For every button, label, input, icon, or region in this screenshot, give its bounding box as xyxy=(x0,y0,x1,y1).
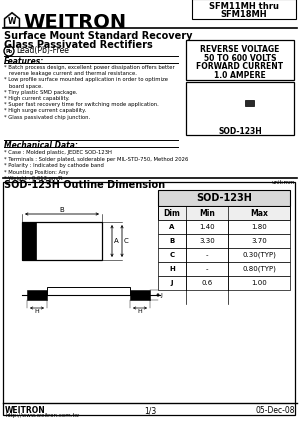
Text: SOD-123H: SOD-123H xyxy=(196,193,252,203)
Bar xyxy=(130,290,150,300)
Bar xyxy=(192,0,296,19)
Bar xyxy=(186,40,294,80)
Text: Mechanical Data:: Mechanical Data: xyxy=(4,141,78,150)
Bar xyxy=(158,206,290,220)
Text: W: W xyxy=(8,17,16,26)
Polygon shape xyxy=(4,12,20,28)
Text: * Terminals : Solder plated, solderable per MIL-STD-750, Method 2026: * Terminals : Solder plated, solderable … xyxy=(4,156,188,162)
Bar xyxy=(3,182,295,415)
Text: 05-Dec-08: 05-Dec-08 xyxy=(256,406,295,415)
Text: A: A xyxy=(114,238,119,244)
Text: 1.0 AMPERE: 1.0 AMPERE xyxy=(214,71,266,79)
Text: SFM11MH thru: SFM11MH thru xyxy=(209,2,279,11)
Text: * Mounting Position: Any: * Mounting Position: Any xyxy=(4,170,69,175)
Text: 0.80(TYP): 0.80(TYP) xyxy=(242,266,276,272)
Text: * Case : Molded plastic, JEDEC SOD-123H: * Case : Molded plastic, JEDEC SOD-123H xyxy=(4,150,112,155)
Text: 3.30: 3.30 xyxy=(199,238,215,244)
Bar xyxy=(158,276,290,290)
Text: Surface Mount Standard Recovery: Surface Mount Standard Recovery xyxy=(4,31,193,41)
Text: * Low profile surface mounted application in order to optimize: * Low profile surface mounted applicatio… xyxy=(4,77,168,82)
Text: Max: Max xyxy=(250,209,268,218)
Text: * Tiny plastic SMD package.: * Tiny plastic SMD package. xyxy=(4,90,77,95)
Text: FORWARD CURRENT: FORWARD CURRENT xyxy=(196,62,284,71)
Text: * Polarity : Indicated by cathode band: * Polarity : Indicated by cathode band xyxy=(4,163,104,168)
Text: -: - xyxy=(206,266,208,272)
Text: H: H xyxy=(138,309,142,314)
Text: board space.: board space. xyxy=(4,84,43,88)
Text: H: H xyxy=(169,266,175,272)
Text: Min: Min xyxy=(199,209,215,218)
Text: Glass Passivated Rectifiers: Glass Passivated Rectifiers xyxy=(4,40,153,50)
Text: 1.00: 1.00 xyxy=(251,280,267,286)
Text: WEITRON: WEITRON xyxy=(23,13,126,32)
Text: C: C xyxy=(169,252,175,258)
Text: 1/3: 1/3 xyxy=(144,406,156,415)
Bar xyxy=(158,234,290,248)
Text: * High surge current capability.: * High surge current capability. xyxy=(4,108,86,113)
Text: http://www.weitron.com.tw: http://www.weitron.com.tw xyxy=(5,413,79,418)
Text: J: J xyxy=(160,292,162,298)
Bar xyxy=(27,290,47,300)
Text: C: C xyxy=(124,238,129,244)
Text: J: J xyxy=(171,280,173,286)
Text: SOD-123H Outline Dimension: SOD-123H Outline Dimension xyxy=(4,180,165,190)
Text: SOD-123H: SOD-123H xyxy=(218,127,262,136)
Bar xyxy=(47,287,130,295)
Bar xyxy=(245,100,254,106)
Bar xyxy=(186,82,294,135)
Text: 50 TO 600 VOLTS: 50 TO 600 VOLTS xyxy=(204,54,276,62)
Text: * Super fast recovery time for switching mode application.: * Super fast recovery time for switching… xyxy=(4,102,159,107)
Text: WEITRON: WEITRON xyxy=(5,406,46,415)
Bar xyxy=(158,262,290,276)
Text: SFM18MH: SFM18MH xyxy=(221,10,267,19)
Text: reverse leakage current and thermal resistance.: reverse leakage current and thermal resi… xyxy=(4,71,137,76)
Bar xyxy=(158,220,290,234)
Text: 0.6: 0.6 xyxy=(201,280,213,286)
Text: B: B xyxy=(60,207,64,213)
Bar xyxy=(22,222,102,260)
Text: 1.80: 1.80 xyxy=(251,224,267,230)
Text: 1.40: 1.40 xyxy=(199,224,215,230)
Text: * Batch process design, excellent power dissipation offers better: * Batch process design, excellent power … xyxy=(4,65,175,70)
Bar xyxy=(158,190,290,206)
Bar xyxy=(22,222,36,260)
Polygon shape xyxy=(5,14,19,26)
Text: B: B xyxy=(169,238,175,244)
Text: Features:: Features: xyxy=(4,57,44,66)
Text: * Glass passivated chip junction.: * Glass passivated chip junction. xyxy=(4,115,90,119)
Text: * Weight : 0.013 gm/R: * Weight : 0.013 gm/R xyxy=(4,176,62,181)
Text: Pb: Pb xyxy=(5,48,13,54)
Text: H: H xyxy=(34,309,39,314)
Bar xyxy=(158,248,290,262)
Text: * High current capability.: * High current capability. xyxy=(4,96,70,101)
Text: unit:mm: unit:mm xyxy=(272,180,295,185)
Text: 0.30(TYP): 0.30(TYP) xyxy=(242,252,276,258)
Text: 3.70: 3.70 xyxy=(251,238,267,244)
Text: Dim: Dim xyxy=(164,209,180,218)
Text: -: - xyxy=(206,252,208,258)
Text: Lead(Pb)-Free: Lead(Pb)-Free xyxy=(16,45,69,54)
Text: REVERSE VOLTAGE: REVERSE VOLTAGE xyxy=(200,45,280,54)
Text: A: A xyxy=(169,224,175,230)
